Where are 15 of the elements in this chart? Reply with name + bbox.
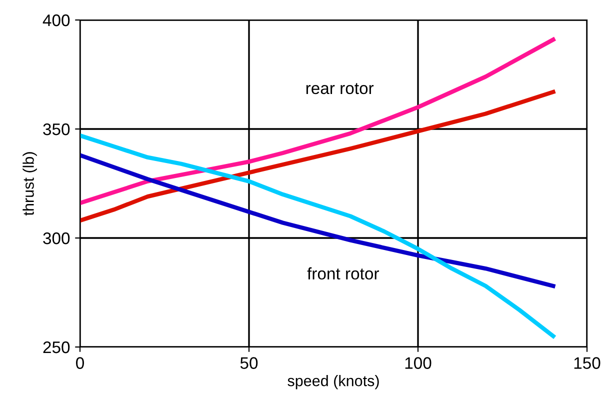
y-tick-label: 300 [43, 232, 70, 244]
line-series [80, 153, 556, 288]
x-tick-label: 0 [76, 357, 84, 369]
line-series [80, 38, 556, 206]
y-axis-title: thrust (lb) [22, 152, 37, 216]
line-series [80, 133, 556, 338]
y-tick-label: 400 [42, 14, 70, 26]
y-tick-label: 350 [43, 123, 70, 136]
x-tick-label: 150 [574, 357, 600, 369]
x-axis-title: speed (knots) [288, 375, 379, 390]
y-tick-label: 250 [43, 341, 70, 354]
annotation: front rotor [307, 267, 379, 280]
annotation: rear rotor [306, 83, 374, 94]
x-tick-label: 50 [240, 357, 258, 369]
x-tick-label: 100 [405, 357, 432, 369]
